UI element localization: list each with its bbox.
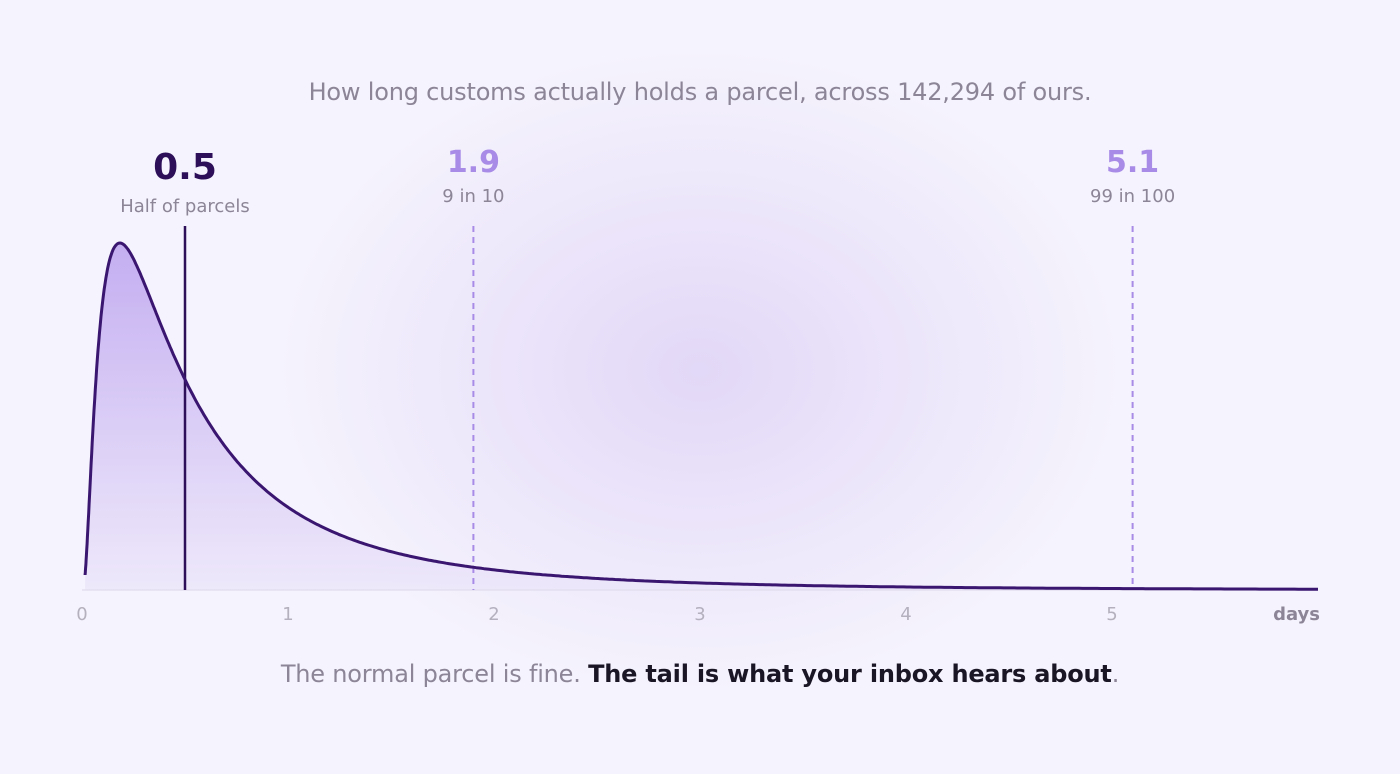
x-tick-label-4: 4 (900, 604, 911, 625)
x-tick-label-0: 0 (76, 604, 87, 625)
distribution-curve (83, 241, 1318, 591)
x-axis-unit-label: days (1273, 604, 1320, 625)
x-tick-label-3: 3 (694, 604, 705, 625)
marker-label-2: 99 in 100 (1090, 186, 1176, 207)
distribution-area (85, 243, 1319, 590)
footnote-end: . (1111, 660, 1120, 688)
marker-0: 0.5 Half of parcels (65, 147, 305, 218)
footnote-plain: The normal parcel is fine. (280, 660, 589, 688)
chart-title: How long customs actually holds a parcel… (308, 78, 1092, 106)
marker-value-0: 0.5 (153, 147, 217, 188)
x-tick-label-2: 2 (488, 604, 499, 625)
x-tick-label-5: 5 (1106, 604, 1117, 625)
marker-2: 5.1 99 in 100 (1013, 145, 1253, 208)
marker-label-0: Half of parcels (120, 196, 250, 217)
marker-1: 1.9 9 in 10 (353, 145, 593, 208)
x-tick-label-1: 1 (282, 604, 293, 625)
chart-footnote: The normal parcel is fine. The tail is w… (0, 660, 1400, 688)
footnote-emphasis: The tail is what your inbox hears about (588, 660, 1112, 688)
marker-value-2: 5.1 (1106, 145, 1160, 180)
marker-label-1: 9 in 10 (442, 186, 505, 207)
marker-value-1: 1.9 (446, 145, 500, 180)
